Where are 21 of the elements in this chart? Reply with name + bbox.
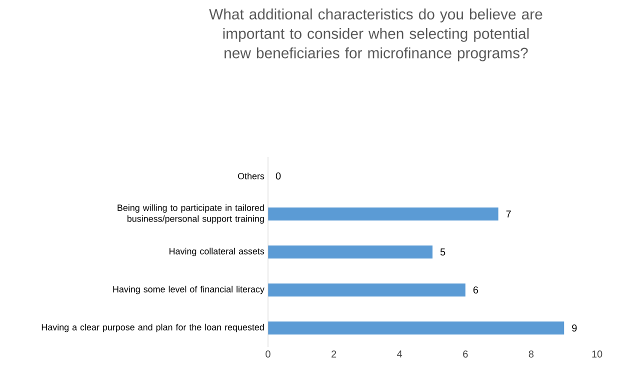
y-tick-label: Being willing to participate in tailored business/personal support training <box>118 204 264 224</box>
x-tick-label: 2 <box>332 350 336 358</box>
x-tick-label: 8 <box>528 350 534 358</box>
y-tick-label: Having a clear purpose and plan for the loan requested <box>42 324 264 332</box>
x-tick-label: 6 <box>463 350 468 358</box>
bar <box>268 284 466 296</box>
y-tick-label: Others <box>238 172 264 180</box>
x-tick-label: 10 <box>592 350 602 358</box>
chart-title: What additional characteristics do you believe are important to consider when selecting potential new beneficiaries for microfinance programs? <box>209 8 542 62</box>
data-label: 0 <box>276 172 281 180</box>
data-label: 6 <box>473 286 478 294</box>
bar <box>268 322 564 334</box>
data-label: 5 <box>440 248 446 256</box>
y-tick-label: Having some level of financial literacy <box>113 286 264 294</box>
bar <box>268 208 498 220</box>
bar <box>268 246 433 258</box>
data-label: 9 <box>572 324 577 332</box>
x-tick-label: 0 <box>266 350 270 358</box>
x-tick-label: 4 <box>397 350 402 358</box>
y-tick-label: Having collateral assets <box>170 248 264 256</box>
data-label: 7 <box>506 210 511 218</box>
